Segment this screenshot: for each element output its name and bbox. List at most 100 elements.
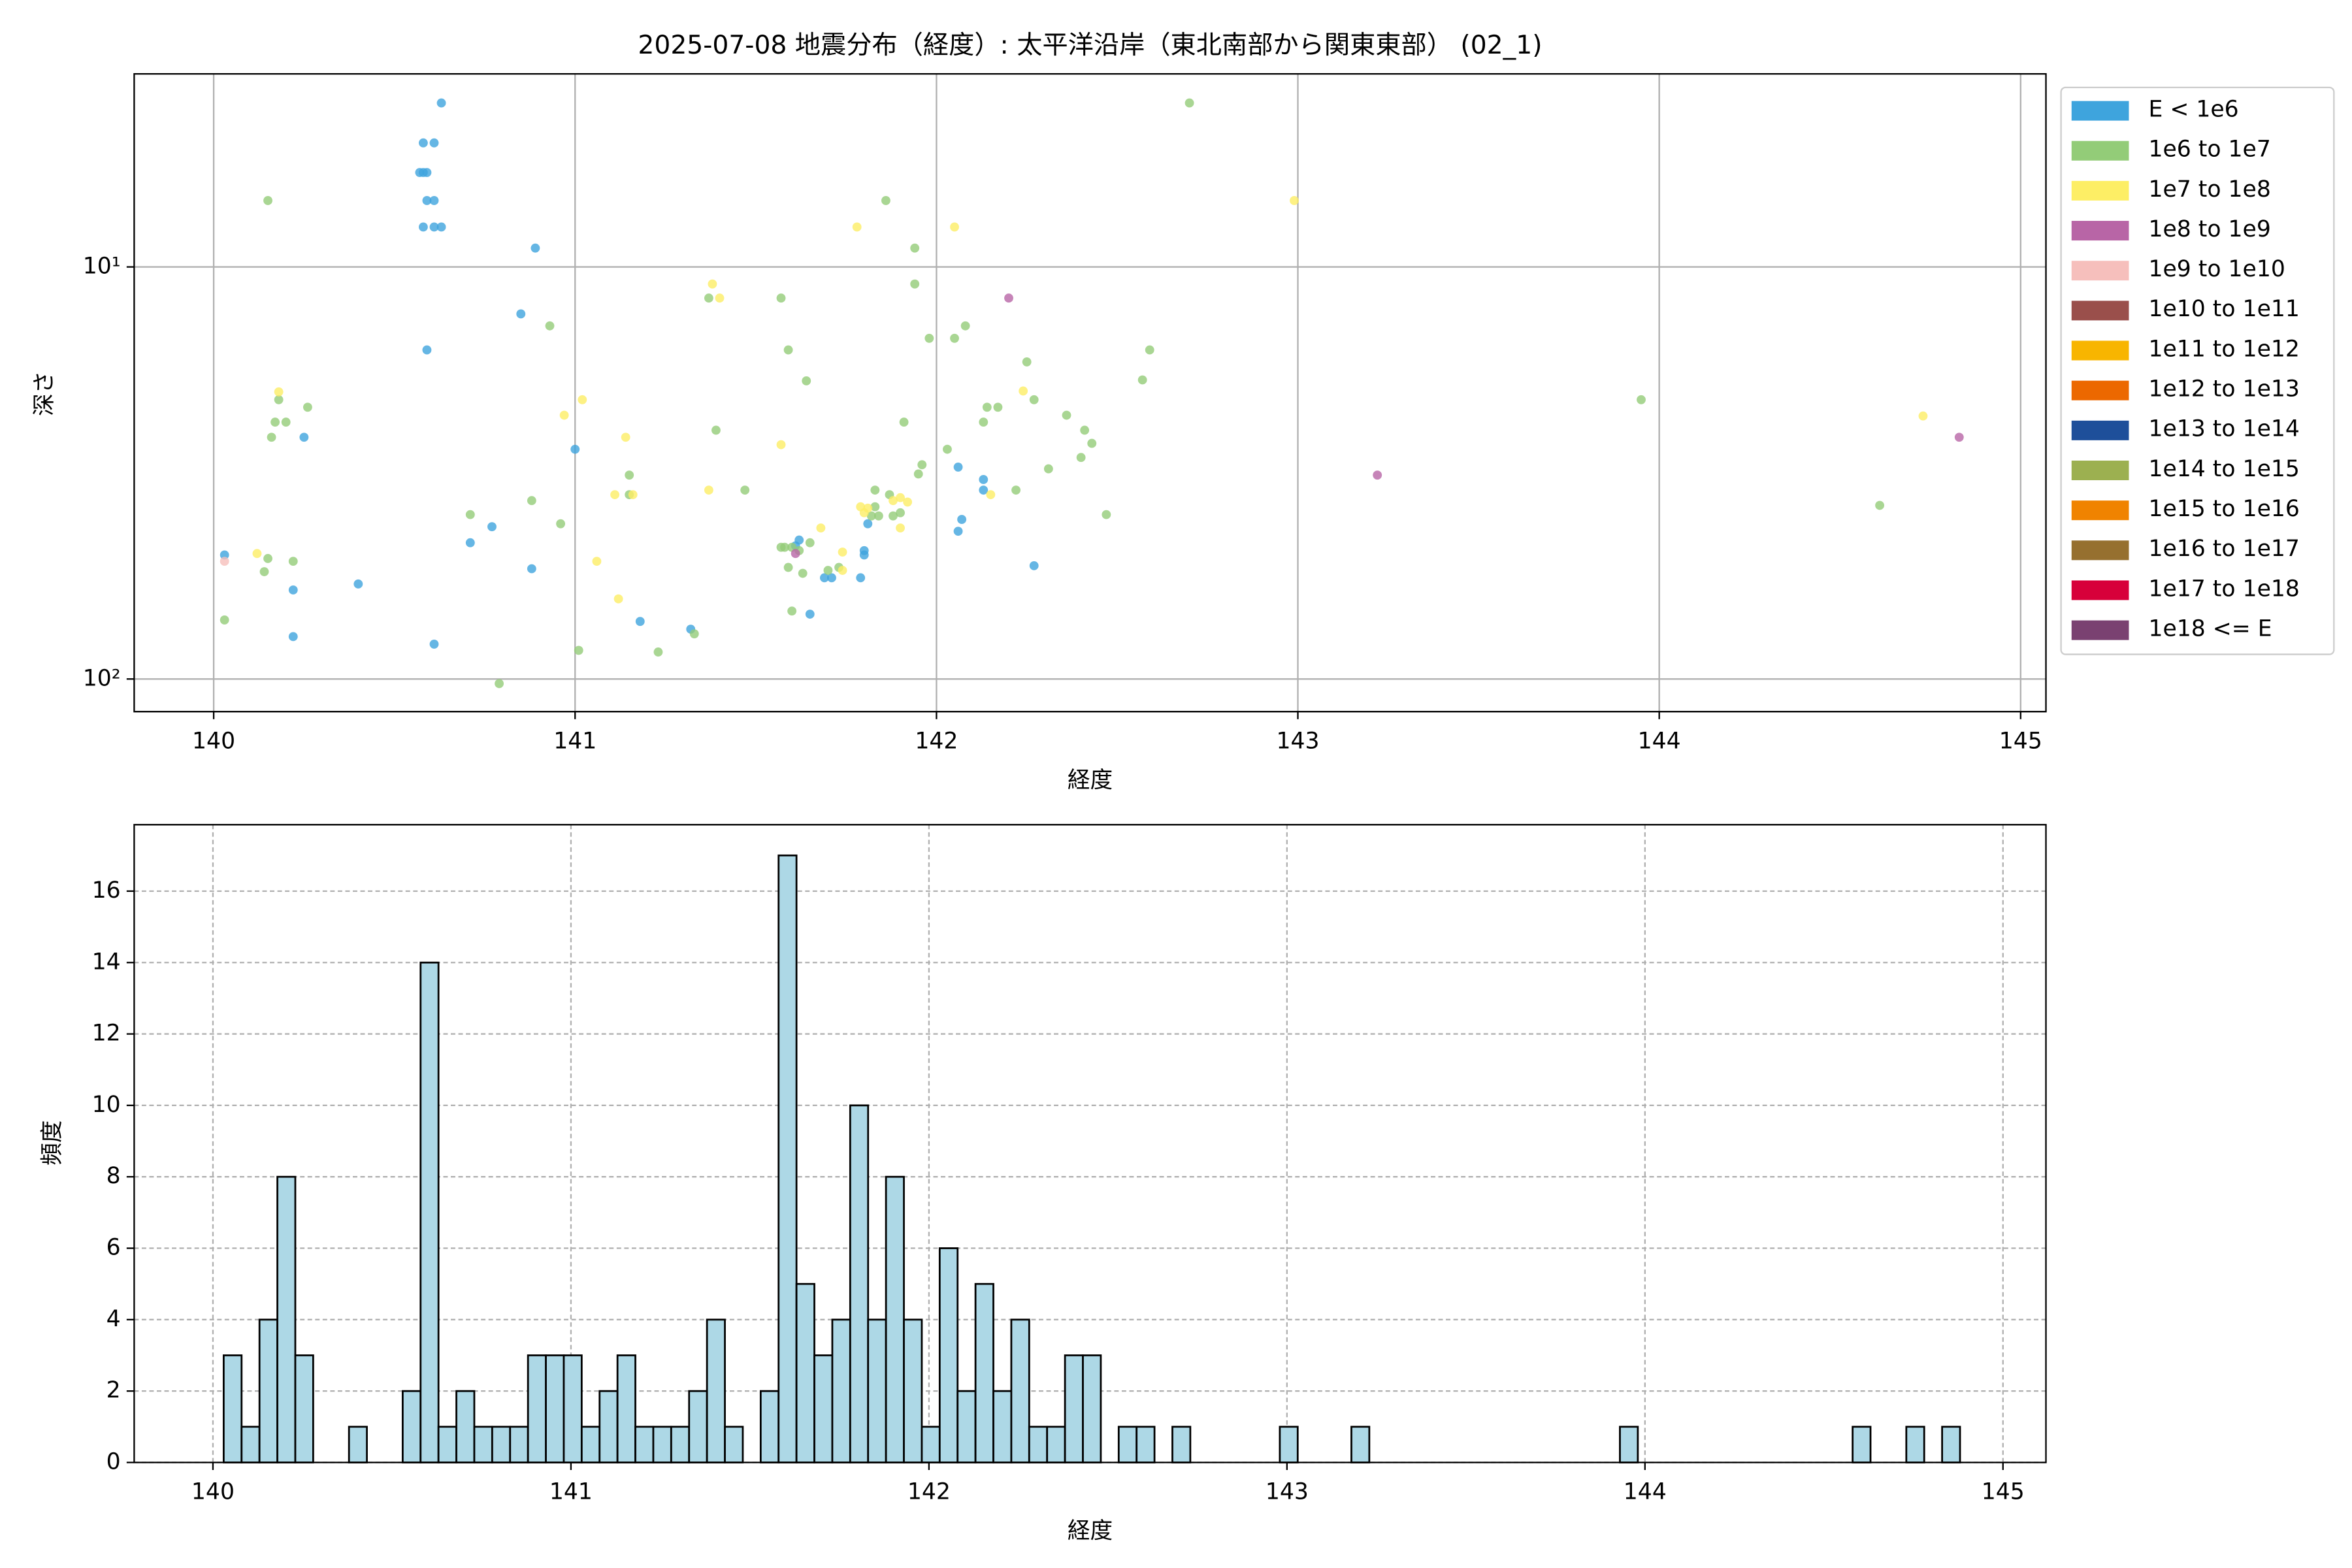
- scatter-point: [429, 222, 439, 232]
- scatter-point: [881, 196, 890, 205]
- histogram-bar: [1941, 1426, 1961, 1463]
- scatter-point: [816, 523, 826, 533]
- scatter-point: [613, 594, 623, 604]
- legend-swatch: [2071, 380, 2129, 400]
- scatter-point: [288, 585, 298, 595]
- histogram-bar: [1905, 1426, 1925, 1463]
- x-tick-label: 141: [553, 728, 596, 754]
- scatter-point: [653, 647, 663, 657]
- histogram-bar: [545, 1354, 565, 1463]
- scatter-point: [422, 196, 432, 205]
- x-tick-label: 145: [1999, 728, 2042, 754]
- scatter-point: [559, 410, 569, 420]
- scatter-point: [263, 553, 272, 563]
- scatter-point: [982, 402, 992, 412]
- scatter-point: [787, 606, 797, 616]
- scatter-point: [776, 440, 786, 449]
- scatter-point: [953, 463, 963, 472]
- histogram-bar: [258, 1318, 278, 1463]
- histogram-bar: [455, 1390, 476, 1463]
- scatter-point: [838, 566, 847, 575]
- scatter-point: [436, 98, 446, 108]
- legend-swatch: [2071, 180, 2129, 201]
- y-tick-label: 8: [106, 1163, 121, 1189]
- x-tick-label: 145: [1982, 1479, 2025, 1505]
- scatter-point: [819, 573, 829, 583]
- scatter-point: [220, 615, 229, 625]
- scatter-point: [422, 345, 432, 355]
- x-axis-label: 経度: [1068, 1518, 1113, 1544]
- scatter-point: [993, 402, 1003, 412]
- scatter-point: [910, 243, 920, 253]
- scatter-point: [495, 679, 504, 689]
- scatter-point: [874, 511, 883, 521]
- scatter-point: [1029, 395, 1039, 404]
- scatter-point: [274, 395, 284, 404]
- scatter-point: [556, 519, 566, 529]
- y-tick-label: 14: [92, 949, 121, 975]
- y-tick-label: 12: [92, 1021, 121, 1047]
- axes-frame: [133, 824, 2047, 1463]
- scatter-point: [979, 475, 988, 484]
- histogram-bar: [348, 1426, 368, 1463]
- histogram-bar: [795, 1282, 815, 1463]
- scatter-point: [889, 496, 898, 506]
- scatter-point: [465, 510, 475, 519]
- histogram-bar: [956, 1390, 977, 1463]
- x-tick-label: 141: [549, 1479, 593, 1505]
- y-tick-label: 2: [106, 1377, 121, 1403]
- legend-label: 1e18 <= E: [2148, 615, 2272, 642]
- histogram-bar: [706, 1318, 726, 1463]
- scatter-point: [896, 508, 905, 517]
- scatter-point: [863, 519, 873, 529]
- histogram-bar: [294, 1354, 314, 1463]
- chart-title: 2025-07-08 地震分布（経度）: 太平洋沿岸（東北南部から関東東部） (…: [638, 31, 1542, 60]
- scatter-point: [740, 485, 750, 495]
- legend-label: 1e13 to 1e14: [2148, 416, 2299, 442]
- x-tick-label: 140: [191, 1479, 235, 1505]
- histogram-bar: [527, 1354, 547, 1463]
- legend-swatch: [2071, 301, 2129, 321]
- legend-label: 1e10 to 1e11: [2148, 296, 2299, 322]
- y-tick-label: 10²: [83, 665, 121, 691]
- y-tick-label: 10¹: [83, 253, 121, 280]
- y-tick-label: 10: [92, 1092, 121, 1118]
- histogram-bar: [580, 1426, 601, 1463]
- scatter-point: [708, 279, 717, 289]
- scatter-point: [1145, 345, 1154, 355]
- histogram-bar: [1279, 1426, 1299, 1463]
- scatter-point: [465, 538, 475, 547]
- legend-label: 1e9 to 1e10: [2148, 256, 2285, 282]
- scatter-point: [1918, 411, 1928, 421]
- histogram-bar: [1082, 1354, 1102, 1463]
- scatter-point: [267, 433, 276, 442]
- scatter-point: [704, 293, 713, 303]
- scatter-point: [979, 417, 988, 427]
- histogram-bar: [419, 961, 440, 1463]
- scatter-point: [899, 417, 909, 427]
- scatter-point: [527, 496, 536, 506]
- scatter-point: [259, 567, 269, 576]
- histogram-bar: [652, 1426, 672, 1463]
- histogram-bar: [688, 1390, 708, 1463]
- histogram-bar: [1117, 1426, 1138, 1463]
- scatter-point: [418, 222, 428, 232]
- scatter-point: [870, 485, 880, 495]
- histogram-bar: [1619, 1426, 1639, 1463]
- scatter-point: [896, 523, 905, 533]
- scatter-point: [1062, 410, 1071, 420]
- histogram-bar: [759, 1390, 780, 1463]
- histogram-bar: [1852, 1426, 1872, 1463]
- histogram-bar: [563, 1354, 583, 1463]
- scatter-point: [281, 417, 291, 427]
- legend-label: 1e16 to 1e17: [2148, 536, 2299, 562]
- legend-swatch: [2071, 221, 2129, 241]
- legend-swatch: [2071, 420, 2129, 440]
- y-axis-label: 頻度: [39, 1120, 65, 1166]
- histogram-bar: [491, 1426, 512, 1463]
- legend: E < 1e6 1e6 to 1e7 1e7 to 1e8 1e8 to 1e9 1e9…: [2060, 86, 2335, 655]
- histogram-bar: [276, 1175, 297, 1463]
- scatter-point: [487, 522, 497, 532]
- legend-label: 1e8 to 1e9: [2148, 216, 2270, 242]
